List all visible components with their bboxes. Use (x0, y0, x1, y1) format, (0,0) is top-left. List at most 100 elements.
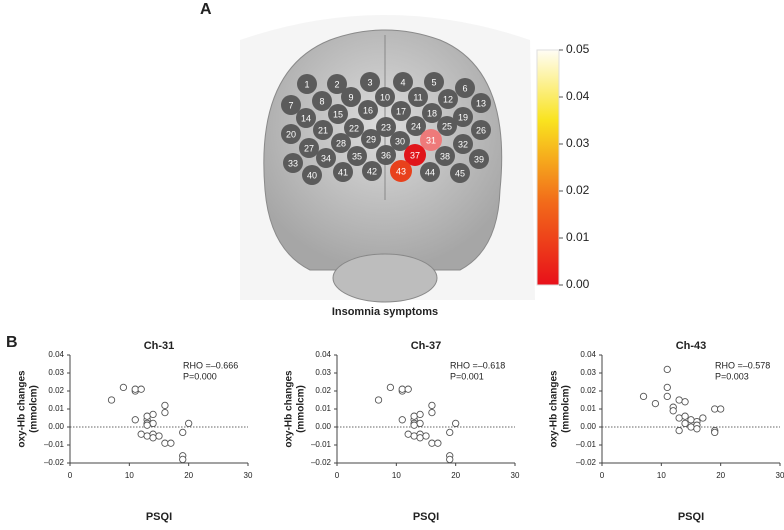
point (681, 419, 689, 428)
point (428, 439, 436, 447)
brain-title: Insomnia symptoms (332, 306, 438, 318)
point (143, 412, 151, 420)
x-tick-label: 30 (776, 471, 784, 480)
y-tick-label: –0.02 (44, 458, 65, 467)
x-tick-label: 10 (125, 471, 134, 480)
point (404, 385, 412, 393)
channel (453, 107, 473, 127)
annotation: P=0.000 (183, 371, 217, 381)
point (663, 383, 671, 392)
point (434, 439, 442, 447)
channel (420, 162, 440, 182)
channel (435, 146, 455, 166)
x-tick-label: 10 (657, 471, 666, 480)
y-tick-label: 0.01 (48, 404, 64, 413)
channel (341, 87, 361, 107)
y-axis-label: oxy-Hb changes (549, 370, 560, 448)
y-axis-label: oxy-Hb changes (284, 370, 295, 448)
colorbar-tick-label: 0.05 (566, 42, 590, 56)
point (651, 399, 660, 408)
channel (302, 165, 322, 185)
point (149, 419, 157, 428)
point (185, 419, 193, 428)
channel (471, 93, 491, 113)
y-tick-label: 0.03 (315, 368, 331, 377)
channel (347, 146, 367, 166)
channel (333, 162, 353, 182)
point (143, 432, 151, 440)
channel-label: 6 (462, 83, 467, 93)
y-axis-label: (mmolcm) (29, 385, 40, 433)
channel (299, 138, 319, 158)
channel-label: 14 (301, 113, 311, 123)
point (107, 396, 116, 404)
point (675, 414, 683, 422)
channel-label: 29 (366, 134, 376, 144)
x-tick-label: 0 (68, 471, 73, 480)
plot-title: Ch-37 (411, 340, 442, 352)
channel (390, 160, 412, 182)
channel-label: 40 (307, 170, 317, 180)
channel-label: 37 (410, 150, 420, 160)
y-tick-label: 0.04 (580, 350, 596, 359)
point (161, 408, 169, 417)
channel-label: 13 (476, 98, 486, 108)
point (161, 401, 169, 410)
point (404, 430, 412, 438)
channel (331, 133, 351, 153)
x-tick-label: 30 (244, 471, 253, 480)
y-tick-label: 0.04 (48, 350, 64, 359)
channel (437, 116, 457, 136)
channel (420, 129, 442, 151)
x-tick-label: 0 (600, 471, 605, 480)
channel-label: 17 (396, 106, 406, 116)
channel (283, 153, 303, 173)
channel-label: 27 (304, 143, 314, 153)
channel-label: 24 (411, 121, 421, 131)
point (452, 419, 460, 428)
channel-label: 7 (288, 100, 293, 110)
channel-label: 26 (476, 125, 486, 135)
channel (404, 144, 426, 166)
channel-label: 23 (381, 122, 391, 132)
point (663, 365, 671, 374)
channel-label: 45 (455, 168, 465, 178)
y-tick-label: 0.03 (580, 368, 596, 377)
channel (406, 116, 426, 136)
annotation: P=0.001 (450, 371, 484, 381)
panel-label: A (200, 1, 212, 18)
point (699, 414, 707, 422)
channel-label: 42 (367, 166, 377, 176)
y-tick-label: 0.01 (580, 404, 596, 413)
channel (328, 104, 348, 124)
x-tick-label: 20 (451, 471, 460, 480)
panel-label: B (6, 334, 18, 351)
colorbar-tick-label: 0.00 (566, 277, 590, 291)
channel (455, 78, 475, 98)
channel-label: 10 (380, 92, 390, 102)
point (119, 383, 128, 392)
colorbar-tick-label: 0.02 (566, 183, 590, 197)
y-tick-label: –0.02 (576, 458, 597, 467)
channel (361, 129, 381, 149)
channel-label: 36 (381, 150, 391, 160)
channel (327, 74, 347, 94)
colorbar-tick-label: 0.04 (566, 89, 590, 103)
channel (313, 120, 333, 140)
channel (408, 87, 428, 107)
channel-label: 35 (352, 151, 362, 161)
point (167, 439, 175, 447)
channel-label: 1 (304, 79, 309, 89)
colorbar-tick-label: 0.01 (566, 230, 590, 244)
y-tick-label: 0.02 (315, 386, 331, 395)
cerebellum (332, 253, 438, 303)
point (693, 425, 701, 433)
plot-title: Ch-43 (676, 340, 707, 352)
channel (469, 149, 489, 169)
channel (453, 134, 473, 154)
point (149, 410, 157, 419)
point (161, 439, 169, 447)
channel (362, 161, 382, 181)
channel (360, 72, 380, 92)
channel-label: 8 (319, 96, 324, 106)
